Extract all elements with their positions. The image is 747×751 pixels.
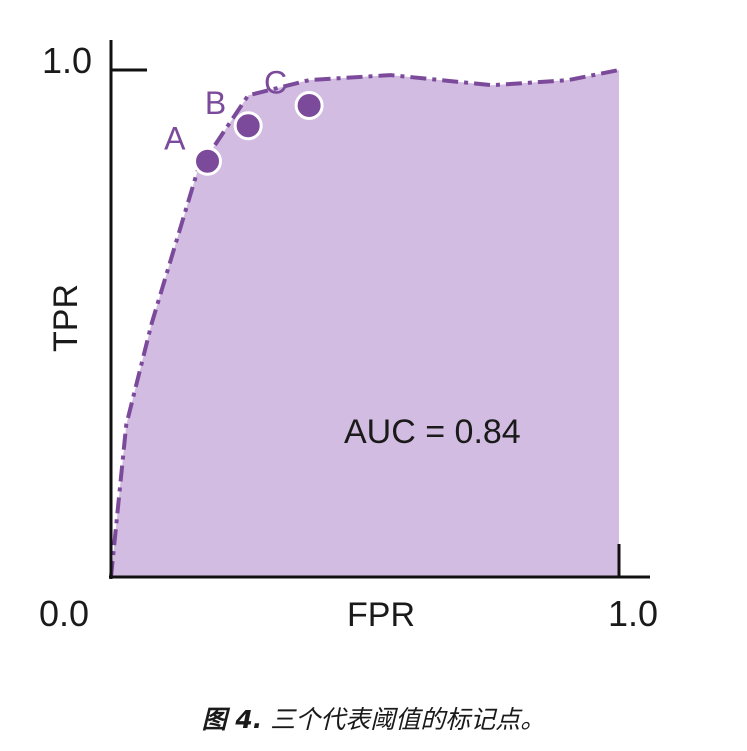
threshold-point-label-a: A — [164, 120, 186, 156]
x-tick-label-max: 1.0 — [608, 593, 658, 634]
y-axis-title: TPR — [47, 284, 85, 352]
caption-text: 三个代表阈值的标记点。 — [270, 705, 546, 734]
auc-area — [111, 70, 619, 577]
x-axis-title: FPR — [347, 596, 415, 634]
caption-label: 图 4. — [201, 705, 263, 734]
roc-curve-line — [109, 68, 620, 578]
auc-annotation: AUC = 0.84 — [344, 413, 521, 451]
x-tick-label-min: 0.0 — [39, 593, 89, 634]
threshold-point-a — [193, 146, 223, 176]
figure-caption: 图 4. 三个代表阈值的标记点。 — [0, 700, 747, 736]
threshold-point-label-b: B — [205, 85, 226, 121]
y-tick-label-max: 1.0 — [42, 40, 92, 81]
threshold-point-b — [233, 111, 263, 141]
axes — [109, 40, 650, 579]
threshold-points: AB C — [164, 64, 324, 176]
threshold-point-label-c: C — [264, 64, 287, 100]
threshold-point-c — [294, 90, 324, 120]
